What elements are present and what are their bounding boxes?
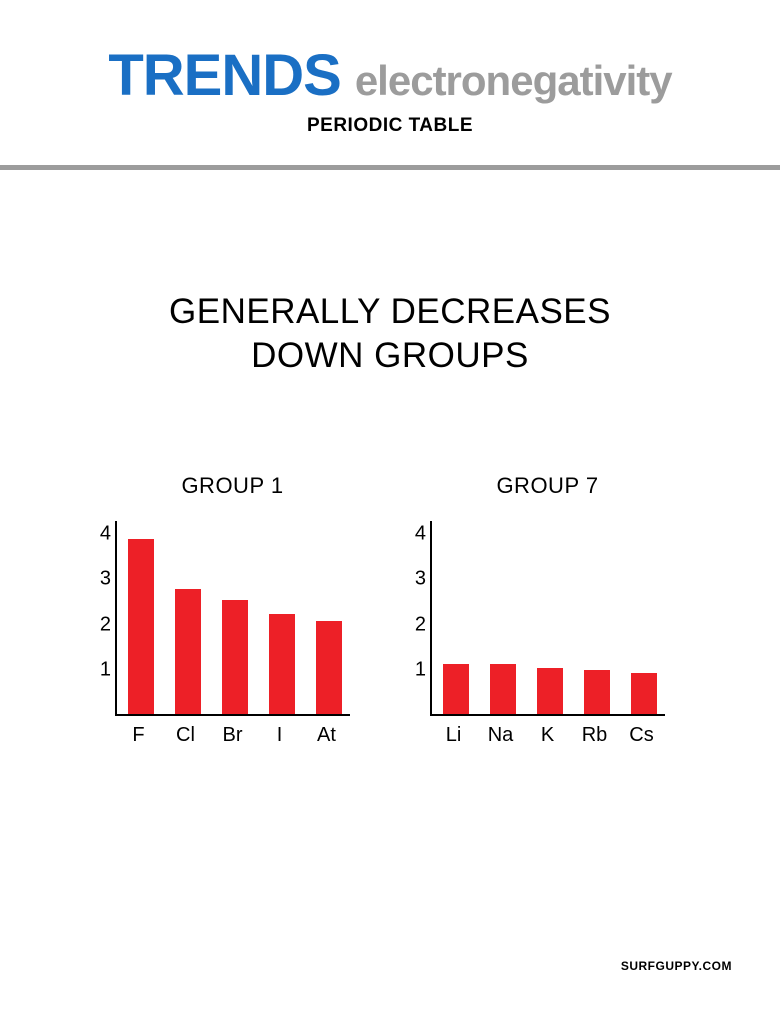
heading-line-1: GENERALLY DECREASES (0, 290, 780, 334)
y-tick: 3 (402, 568, 426, 591)
bar (269, 614, 295, 714)
x-label: F (132, 724, 144, 747)
y-tick: 3 (87, 568, 111, 591)
x-label: Cs (629, 724, 653, 747)
chart-left-title: GROUP 1 (181, 473, 283, 499)
bar (128, 539, 154, 714)
bar (631, 673, 657, 714)
chart-left-plot (115, 521, 350, 716)
x-label: K (541, 724, 554, 747)
x-label: Na (488, 724, 514, 747)
x-label: Br (223, 724, 243, 747)
chart-right-plot (430, 521, 665, 716)
bar (537, 668, 563, 713)
subtitle: PERIODIC TABLE (0, 115, 780, 137)
bar (316, 621, 342, 714)
electronegativity-word: electronegativity (355, 57, 672, 105)
main-heading: GENERALLY DECREASES DOWN GROUPS (0, 290, 780, 378)
chart-right-xlabels: Li Na K Rb Cs (430, 724, 665, 748)
x-label: Cl (176, 724, 195, 747)
y-tick: 1 (402, 659, 426, 682)
bar (175, 589, 201, 714)
x-label: Li (446, 724, 462, 747)
chart-right: GROUP 7 1234 LiNaKRbCs (430, 473, 665, 748)
chart-left: GROUP 1 1234 FClBrIAt (115, 473, 350, 748)
y-tick: 2 (402, 613, 426, 636)
chart-left-area: 1234 FClBrIAt (115, 521, 350, 748)
chart-left-xlabels: F Cl Br I At (115, 724, 350, 748)
header: TRENDS electronegativity PERIODIC TABLE (0, 0, 780, 137)
y-tick: 1 (87, 659, 111, 682)
divider (0, 165, 780, 170)
bar (490, 664, 516, 714)
trends-word: TRENDS (108, 42, 340, 109)
y-tick: 4 (402, 523, 426, 546)
bar (584, 670, 610, 713)
x-label: At (317, 724, 336, 747)
bar (222, 600, 248, 713)
y-tick: 2 (87, 613, 111, 636)
title-line: TRENDS electronegativity (0, 42, 780, 109)
charts-row: GROUP 1 1 2 3 4 F Cl Br I At GROUP 7 1 2 3 4 Li Na K… (0, 473, 780, 748)
bar (443, 664, 469, 714)
y-tick: 4 (87, 523, 111, 546)
chart-right-title: GROUP 7 (496, 473, 598, 499)
x-label: Rb (582, 724, 608, 747)
heading-line-2: DOWN GROUPS (0, 334, 780, 378)
chart-right-area: 1234 LiNaKRbCs (430, 521, 665, 748)
footer-credit: SURFGUPPY.COM (621, 959, 732, 973)
x-label: I (277, 724, 283, 747)
